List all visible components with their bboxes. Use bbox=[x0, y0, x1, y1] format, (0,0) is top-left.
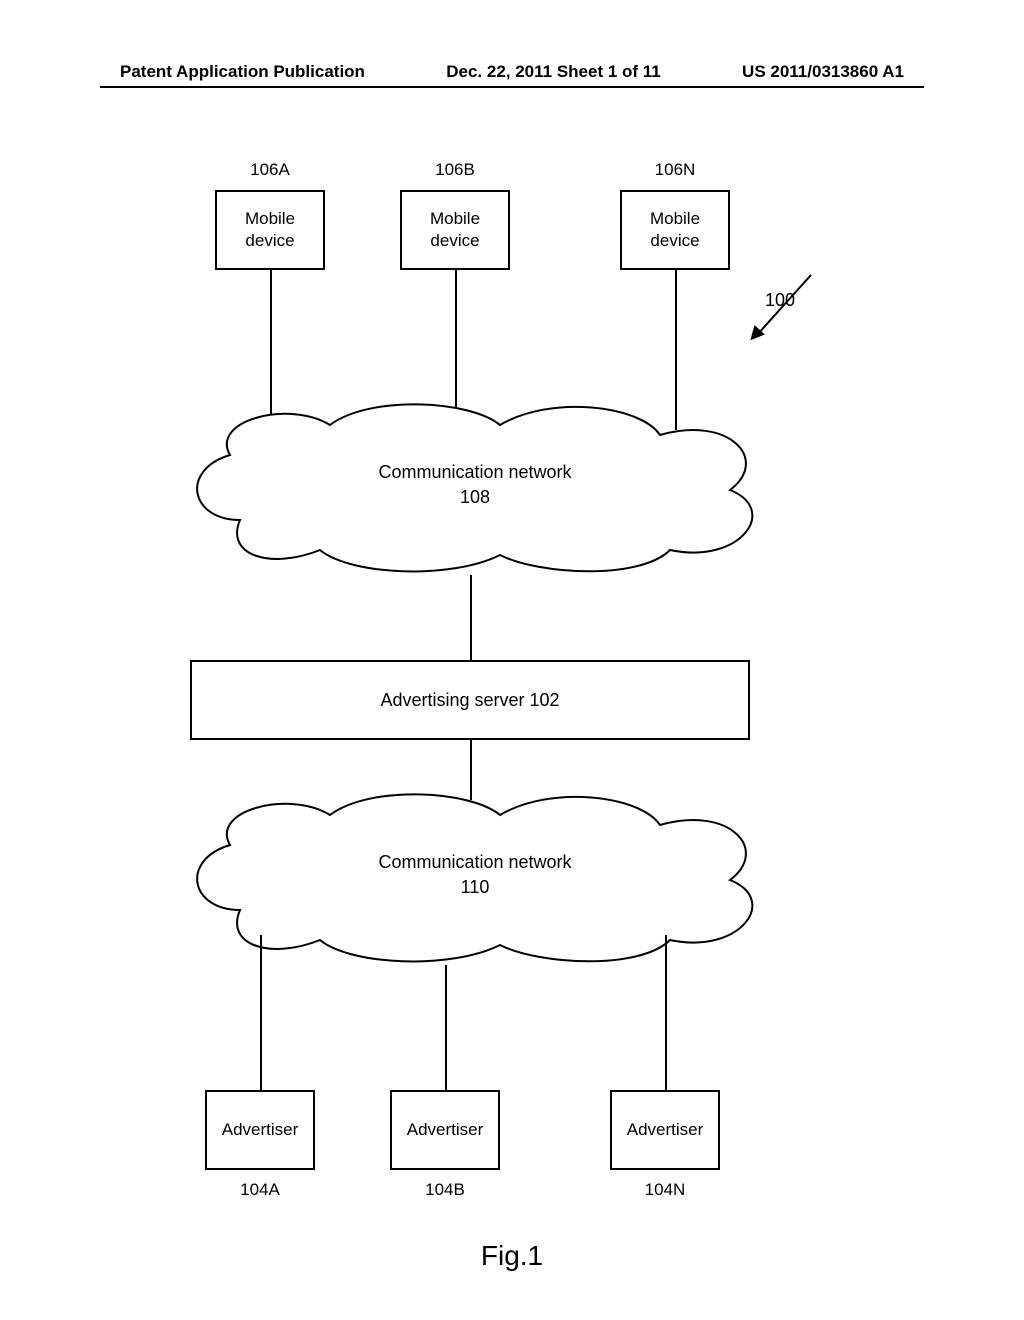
edge bbox=[470, 575, 472, 660]
node-text: Advertiser bbox=[407, 1119, 484, 1141]
cloud-line2: 110 bbox=[170, 875, 780, 900]
mobile-device-node: Mobile device bbox=[215, 190, 325, 270]
figure-1-diagram: 106A 106B 106N Mobile device Mobile devi… bbox=[0, 120, 1024, 1320]
cloud-line2: 108 bbox=[170, 485, 780, 510]
edge bbox=[665, 935, 667, 1090]
edge bbox=[445, 965, 447, 1090]
node-text: Mobile device bbox=[650, 208, 700, 252]
cloud-text: Communication network 108 bbox=[170, 460, 780, 510]
advertiser-node: Advertiser bbox=[390, 1090, 500, 1170]
header-right-text: US 2011/0313860 A1 bbox=[742, 62, 904, 82]
node-label-104b: 104B bbox=[390, 1180, 500, 1200]
node-label-104a: 104A bbox=[205, 1180, 315, 1200]
edge bbox=[260, 935, 262, 1090]
node-label-106a: 106A bbox=[215, 160, 325, 180]
node-text: Advertiser bbox=[627, 1119, 704, 1141]
server-text: Advertising server 102 bbox=[380, 690, 559, 711]
cloud-text: Communication network 110 bbox=[170, 850, 780, 900]
node-text: Mobile device bbox=[245, 208, 295, 252]
node-label-106b: 106B bbox=[400, 160, 510, 180]
cloud-line1: Communication network bbox=[170, 460, 780, 485]
communication-network-cloud-top: Communication network 108 bbox=[170, 400, 780, 575]
edge bbox=[455, 270, 457, 407]
node-text: Mobile device bbox=[430, 208, 480, 252]
header-center-text: Dec. 22, 2011 Sheet 1 of 11 bbox=[446, 62, 661, 82]
node-text: Advertiser bbox=[222, 1119, 299, 1141]
advertiser-node: Advertiser bbox=[205, 1090, 315, 1170]
node-label-106n: 106N bbox=[620, 160, 730, 180]
node-label-104n: 104N bbox=[610, 1180, 720, 1200]
header-divider bbox=[100, 86, 924, 88]
cloud-line1: Communication network bbox=[170, 850, 780, 875]
header-left-text: Patent Application Publication bbox=[120, 62, 365, 82]
figure-caption: Fig.1 bbox=[0, 1240, 1024, 1272]
advertising-server-node: Advertising server 102 bbox=[190, 660, 750, 740]
page-header: Patent Application Publication Dec. 22, … bbox=[0, 62, 1024, 82]
advertiser-node: Advertiser bbox=[610, 1090, 720, 1170]
mobile-device-node: Mobile device bbox=[400, 190, 510, 270]
mobile-device-node: Mobile device bbox=[620, 190, 730, 270]
